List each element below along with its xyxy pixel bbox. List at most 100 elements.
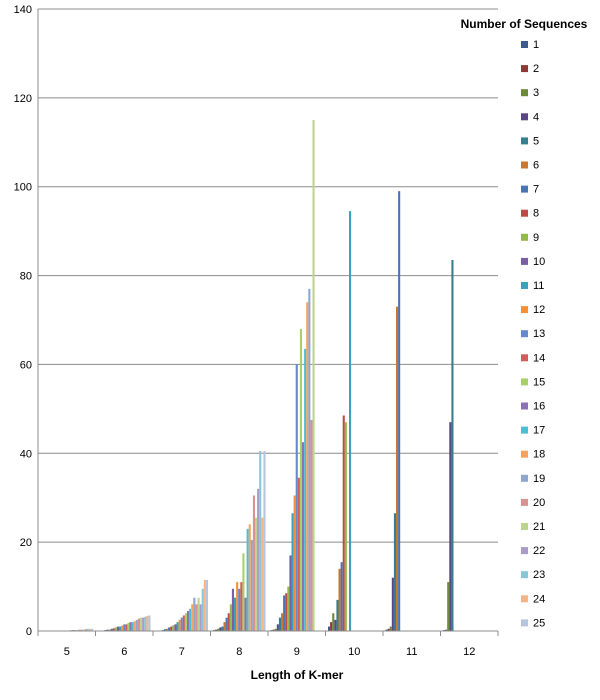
bar-series-5-k11 (393, 513, 396, 631)
bar-series-23-k5 (86, 628, 89, 631)
bar-series-20-k5 (80, 629, 83, 631)
y-tick-label: 60 (20, 359, 32, 371)
legend-label-17: 17 (533, 425, 545, 437)
legend-label-9: 9 (533, 232, 539, 244)
legend-label-4: 4 (533, 111, 539, 123)
bar-series-9-k10 (344, 422, 347, 631)
bar-series-16-k8 (244, 597, 247, 631)
legend-title: Number of Sequences (461, 17, 588, 31)
bar-series-15-k6 (127, 623, 130, 631)
legend-swatch-9 (521, 233, 528, 241)
bar-series-8-k9 (285, 593, 288, 631)
bar-series-15-k9 (299, 328, 302, 631)
bar-series-16-k6 (129, 622, 132, 631)
bar-series-9-k8 (229, 604, 232, 631)
bar-series-11-k10 (349, 211, 352, 631)
legend-label-11: 11 (533, 280, 544, 292)
bar-series-2-k10 (330, 622, 333, 631)
legend-swatch-6 (521, 161, 528, 169)
bar-series-5-k10 (336, 599, 339, 631)
y-tick-label: 40 (20, 448, 32, 460)
bar-series-22-k8 (257, 488, 260, 631)
legend-label-16: 16 (533, 401, 545, 413)
bar-series-11-k6 (119, 626, 122, 631)
legend-swatch-1 (521, 41, 528, 48)
bar-series-11-k9 (291, 513, 294, 631)
y-tick-label: 20 (20, 537, 32, 549)
legend-swatch-14 (521, 354, 528, 362)
legend-swatch-7 (521, 185, 528, 193)
bar-series-5-k6 (106, 629, 109, 631)
legend-swatch-2 (521, 65, 528, 73)
bar-series-9-k9 (287, 586, 290, 631)
x-tick-label: 12 (463, 646, 475, 658)
bar-series-8-k8 (227, 613, 230, 631)
axes (37, 9, 498, 632)
x-axis-label: Length of K-mer (251, 668, 344, 682)
bar-series-12-k8 (236, 582, 239, 631)
bar-series-4-k8 (219, 627, 222, 631)
bar-series-12-k9 (293, 495, 296, 631)
x-tick-label: 11 (406, 646, 417, 658)
bar-series-5-k8 (221, 626, 224, 631)
bar-series-14-k7 (182, 615, 185, 631)
bar-series-22-k6 (142, 617, 145, 631)
bar-series-24-k8 (261, 517, 264, 631)
bar-series-21-k9 (312, 120, 315, 631)
legend-items: 1234567891011121314151617181920212223242… (521, 39, 545, 629)
x-tick-label: 7 (179, 646, 185, 658)
legend-swatch-3 (521, 89, 528, 97)
bar-series-6-k8 (223, 622, 226, 631)
legend-swatch-24 (521, 595, 528, 603)
y-tick-label: 120 (14, 93, 32, 105)
bar-series-17-k9 (304, 348, 307, 631)
bar-series-20-k6 (137, 618, 140, 631)
bar-series-6-k6 (108, 629, 111, 631)
bar-series-17-k8 (246, 528, 249, 631)
bar-series-10-k7 (174, 624, 177, 631)
bar-series-14-k9 (297, 477, 300, 631)
bar-series-4-k11 (391, 577, 394, 631)
legend-label-2: 2 (533, 63, 539, 75)
bars (63, 120, 454, 631)
bar-series-18-k7 (191, 604, 194, 631)
bar-series-8-k10 (342, 415, 345, 631)
bar-series-19-k9 (308, 288, 311, 631)
legend-label-3: 3 (533, 87, 539, 99)
bar-series-22-k7 (199, 604, 202, 631)
bar-series-10-k9 (289, 555, 292, 631)
legend-label-19: 19 (533, 473, 545, 485)
bar-series-25-k6 (148, 615, 151, 631)
bar-series-23-k6 (144, 616, 147, 631)
bar-series-2-k12 (445, 629, 448, 631)
bar-series-18-k6 (133, 621, 136, 631)
bar-series-14-k6 (125, 624, 128, 631)
x-tick-label: 10 (348, 646, 360, 658)
legend-swatch-13 (521, 330, 528, 338)
bar-series-11-k8 (234, 597, 237, 631)
x-tick-label: 8 (236, 646, 242, 658)
bar-series-19-k7 (193, 597, 196, 631)
y-tick-label: 140 (14, 4, 32, 16)
x-tick-label: 5 (64, 646, 70, 658)
bar-series-17-k6 (131, 622, 134, 631)
y-tick-label: 0 (26, 626, 32, 638)
bar-series-20-k7 (195, 604, 198, 631)
bar-series-10-k8 (231, 588, 234, 631)
bar-series-22-k5 (84, 629, 87, 631)
legend-label-6: 6 (533, 160, 539, 172)
bar-series-9-k6 (114, 627, 117, 631)
bar-series-9-k7 (172, 625, 175, 631)
bar-series-23-k8 (259, 451, 262, 631)
legend-label-15: 15 (533, 376, 545, 388)
legend-label-8: 8 (533, 208, 539, 220)
bar-series-25-k7 (205, 579, 208, 631)
bar-series-25-k5 (90, 628, 93, 631)
bar-series-16-k9 (302, 442, 305, 631)
legend-swatch-12 (521, 306, 528, 314)
legend-swatch-19 (521, 474, 528, 482)
bar-series-11-k7 (176, 622, 179, 631)
bar-series-24-k5 (88, 628, 91, 631)
bar-series-6-k7 (166, 628, 169, 631)
